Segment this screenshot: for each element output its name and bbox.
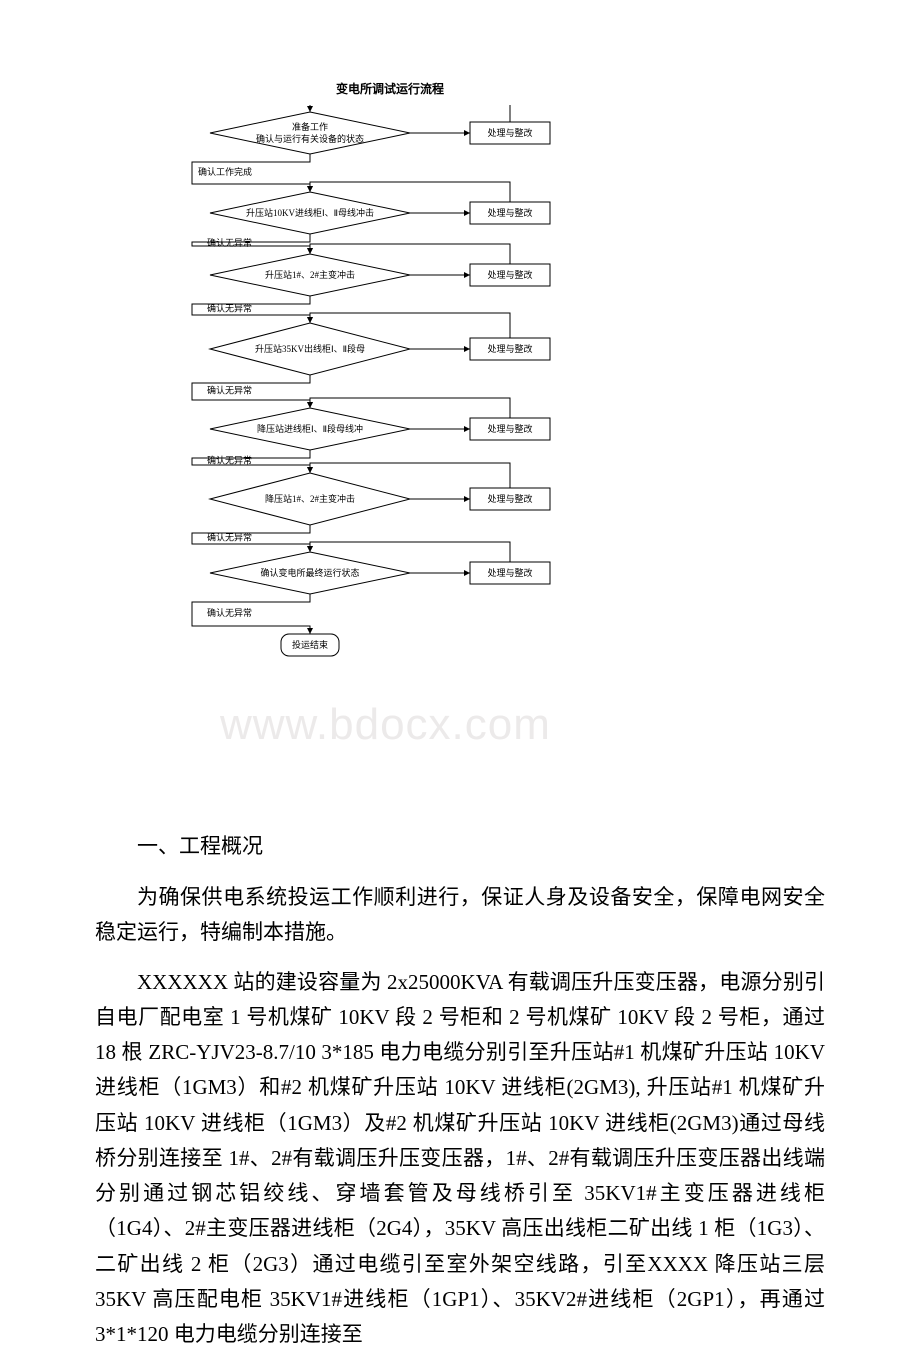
- svg-text:处理与整改: 处理与整改: [487, 207, 532, 218]
- flowchart-title: 变电所调试运行流程: [170, 80, 610, 97]
- paragraph-1: 为确保供电系统投运工作顺利进行，保证人身及设备安全，保障电网安全稳定运行，特编制…: [95, 880, 825, 951]
- svg-text:处理与整改: 处理与整改: [487, 269, 532, 280]
- document-body: 一、工程概况 为确保供电系统投运工作顺利进行，保证人身及设备安全，保障电网安全稳…: [95, 830, 825, 1366]
- watermark-text: www.bdocx.com: [220, 700, 551, 750]
- svg-text:升压站10KV进线柜Ⅰ、Ⅱ母线冲击: 升压站10KV进线柜Ⅰ、Ⅱ母线冲击: [246, 207, 374, 218]
- svg-text:确认无异常: 确认无异常: [207, 607, 252, 618]
- svg-text:处理与整改: 处理与整改: [487, 423, 532, 434]
- svg-text:处理与整改: 处理与整改: [487, 127, 532, 138]
- svg-text:处理与整改: 处理与整改: [487, 343, 532, 354]
- svg-text:准备工作: 准备工作: [292, 121, 328, 132]
- svg-text:处理与整改: 处理与整改: [487, 493, 532, 504]
- svg-text:确认无异常: 确认无异常: [207, 385, 252, 396]
- svg-text:降压站进线柜Ⅰ、Ⅱ段母线冲: 降压站进线柜Ⅰ、Ⅱ段母线冲: [257, 423, 363, 434]
- svg-text:确认变电所最终运行状态: 确认变电所最终运行状态: [260, 567, 359, 578]
- svg-text:确认与运行有关设备的状态: 确认与运行有关设备的状态: [256, 133, 364, 144]
- svg-text:投运结束: 投运结束: [292, 639, 328, 650]
- paragraph-2: XXXXXX 站的建设容量为 2x25000KVA 有载调压升压变压器，电源分别…: [95, 965, 825, 1353]
- flowchart-svg: 准备工作确认与运行有关设备的状态处理与整改升压站10KV进线柜Ⅰ、Ⅱ母线冲击处理…: [170, 105, 610, 685]
- svg-text:确认无异常: 确认无异常: [207, 455, 252, 466]
- svg-text:确认工作完成: 确认工作完成: [198, 166, 252, 177]
- svg-text:升压站1#、2#主变冲击: 升压站1#、2#主变冲击: [265, 269, 355, 280]
- svg-text:升压站35KV出线柜Ⅰ、Ⅱ段母: 升压站35KV出线柜Ⅰ、Ⅱ段母: [255, 343, 365, 354]
- svg-text:处理与整改: 处理与整改: [487, 567, 532, 578]
- svg-text:降压站1#、2#主变冲击: 降压站1#、2#主变冲击: [265, 493, 355, 504]
- flowchart-container: 变电所调试运行流程 准备工作确认与运行有关设备的状态处理与整改升压站10KV进线…: [170, 80, 610, 690]
- section-heading: 一、工程概况: [95, 830, 825, 860]
